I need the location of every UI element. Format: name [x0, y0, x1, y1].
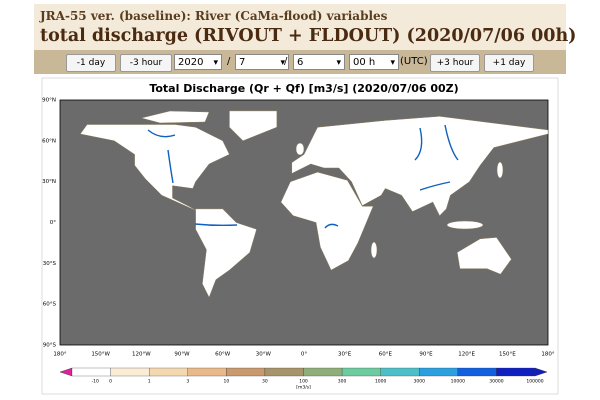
lat-label: 60°N	[42, 138, 56, 144]
river	[419, 181, 451, 191]
button[interactable]: +3 hour	[430, 54, 480, 72]
river	[167, 149, 174, 184]
colorbar-label: 10	[223, 379, 229, 385]
colorbar-label: 1	[148, 379, 151, 385]
colorbar-label: 300	[338, 379, 347, 385]
control-bar: -1 day -3 hour 2020 / 7 / 6 00 h (UTC) +…	[34, 50, 566, 74]
colorbar-segment	[303, 367, 343, 377]
lon-label: 60°E	[379, 352, 393, 358]
header: JRA-55 ver. (baseline): River (CaMa-floo…	[34, 4, 576, 50]
colorbar-segment	[264, 367, 304, 377]
colorbar-segment	[226, 367, 266, 377]
colorbar-segment	[496, 367, 536, 377]
lon-label: 150°W	[91, 352, 110, 358]
lon-label: 60°W	[215, 352, 231, 358]
lon-label: 90°E	[419, 352, 433, 358]
australia	[456, 237, 512, 275]
north-america	[79, 124, 230, 212]
continents	[79, 110, 549, 299]
button[interactable]: -1 day	[66, 54, 116, 72]
arctic-islands	[141, 110, 210, 124]
colorbar-unit: [m3/s]	[296, 385, 311, 391]
lat-label: 90°N	[42, 98, 56, 104]
lat-label: 60°S	[43, 302, 57, 308]
colorbar-segment	[380, 367, 420, 377]
colorbar-segment	[71, 367, 111, 377]
lon-label: 180°	[541, 352, 554, 358]
separator: /	[227, 56, 231, 67]
eurasia	[291, 116, 549, 217]
major-rivers	[147, 124, 459, 229]
subtitle: JRA-55 ver. (baseline): River (CaMa-floo…	[40, 9, 388, 23]
day-select[interactable]: 6	[293, 54, 345, 71]
lon-label: 90°W	[174, 352, 190, 358]
title: total discharge (RIVOUT + FLDOUT) (2020/…	[40, 26, 577, 46]
year-select[interactable]: 2020	[174, 54, 222, 71]
colorbar-label: 3	[186, 379, 189, 385]
colorbar-label: 30000	[489, 379, 503, 385]
madagascar	[370, 241, 378, 259]
colorbar-label: 100000	[526, 379, 543, 385]
colorbar: -10 0 1 3 10 30 100 300 1000 3000 10000 30000 100000…	[59, 367, 548, 391]
lat-label: 90°S	[43, 343, 57, 349]
colorbar-segment	[187, 367, 227, 377]
river	[414, 127, 423, 161]
colorbar-segment	[341, 367, 381, 377]
lat-label: 30°N	[42, 179, 56, 185]
britain	[295, 142, 305, 156]
colorbar-extend-high	[534, 367, 548, 377]
separator: /	[284, 56, 288, 67]
indonesia	[446, 220, 484, 230]
south-america	[195, 208, 257, 299]
colorbar-segment	[149, 367, 188, 377]
colorbar-segment	[419, 367, 458, 377]
timezone: (UTC)	[400, 56, 428, 67]
lat-label: 0°	[50, 220, 56, 226]
lon-label: 120°E	[458, 352, 475, 358]
lon-label: 30°W	[256, 352, 272, 358]
colorbar-label: 1000	[375, 379, 387, 385]
colorbar-label: 30	[262, 379, 268, 385]
river	[147, 129, 176, 138]
button[interactable]: -3 hour	[120, 54, 172, 72]
africa	[280, 171, 374, 271]
colorbar-label: 10000	[451, 379, 465, 385]
colorbar-segment	[110, 367, 150, 377]
river	[324, 223, 339, 229]
map-title: Total Discharge (Qr + Qf) [m3/s] (2020/0…	[149, 82, 458, 95]
lon-label: 0°	[301, 352, 307, 358]
button[interactable]: +1 day	[484, 54, 534, 72]
colorbar-label: -10	[91, 379, 98, 385]
lat-label: 30°S	[43, 261, 57, 267]
colorbar-label: 0	[109, 379, 112, 385]
lon-label: 30°E	[338, 352, 352, 358]
axes: 90°N 60°N 30°N 0° 30°S 60°S 90°S 180° 150°W 120°W…	[42, 98, 555, 358]
month-select[interactable]: 7	[235, 54, 289, 71]
river	[444, 124, 459, 161]
japan	[496, 161, 504, 179]
colorbar-segment	[457, 367, 497, 377]
river	[194, 223, 238, 227]
lon-label: 150°E	[499, 352, 516, 358]
hour-select[interactable]: 00 h	[349, 54, 399, 71]
lon-label: 180°	[53, 352, 66, 358]
colorbar-label: 3000	[414, 379, 426, 385]
greenland	[229, 110, 278, 142]
lon-label: 120°W	[132, 352, 151, 358]
colorbar-label: 100	[299, 379, 308, 385]
